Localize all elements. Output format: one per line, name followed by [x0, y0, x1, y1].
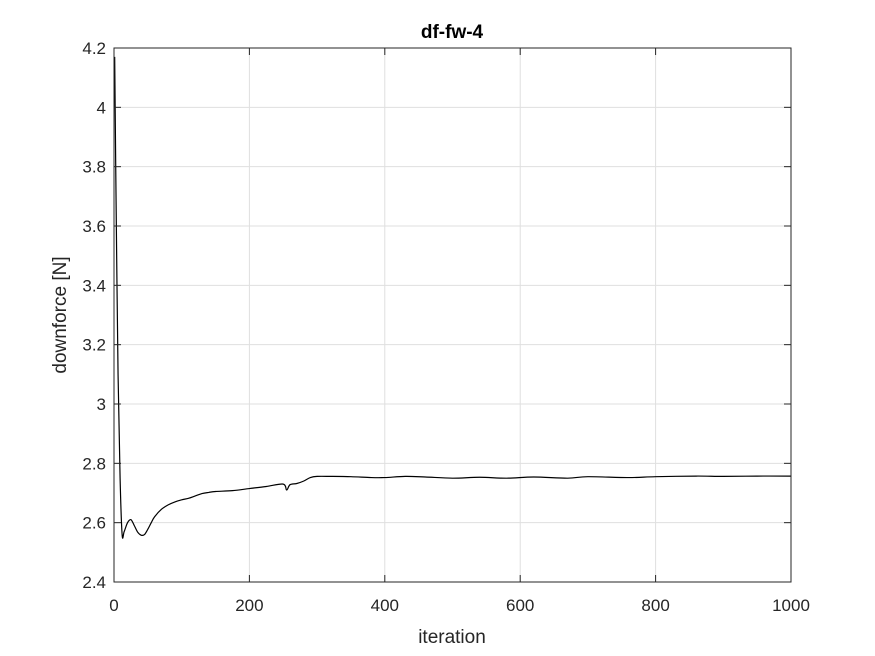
y-tick-label: 2.4 — [82, 573, 106, 592]
series-layer — [114, 56, 792, 539]
axes-box — [113, 47, 792, 583]
y-tick-label: 3 — [97, 395, 106, 414]
chart-title: df-fw-4 — [421, 22, 484, 43]
y-axis-label: downforce [N] — [50, 256, 71, 373]
y-tick-label: 4.2 — [82, 39, 106, 58]
axis-ticks — [113, 47, 792, 583]
y-tick-label: 3.6 — [82, 217, 106, 236]
x-tick-label: 400 — [371, 596, 399, 615]
x-tick-label: 0 — [109, 596, 118, 615]
x-tick-labels: 0 200 400 600 800 1000 — [109, 596, 810, 615]
grid-lines — [113, 47, 792, 583]
x-tick-label: 600 — [506, 596, 534, 615]
x-tick-label: 200 — [235, 596, 263, 615]
y-tick-label: 2.6 — [82, 514, 106, 533]
y-tick-label: 3.2 — [82, 336, 106, 355]
plot-area — [114, 48, 791, 582]
x-axis-label: iteration — [418, 627, 486, 648]
y-tick-label: 4 — [97, 98, 106, 117]
x-tick-label: 1000 — [772, 596, 810, 615]
y-tick-label: 3.8 — [82, 158, 106, 177]
series-line-downforce — [114, 56, 792, 539]
y-tick-label: 2.8 — [82, 454, 106, 473]
y-tick-label: 3.4 — [82, 276, 106, 295]
y-tick-labels: 2.4 2.6 2.8 3 3.2 3.4 3.6 3.8 4 4.2 — [82, 39, 106, 592]
x-tick-label: 800 — [641, 596, 669, 615]
